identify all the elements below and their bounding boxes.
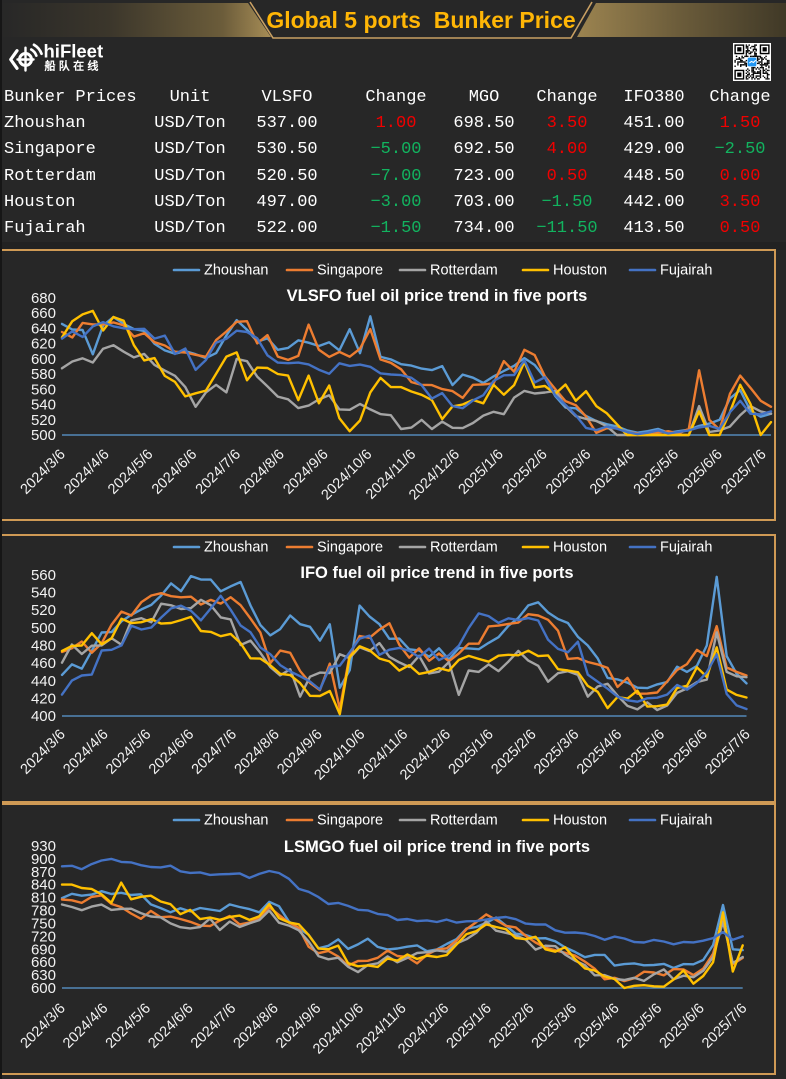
svg-text:500: 500 — [31, 427, 56, 444]
svg-text:2025/7/6: 2025/7/6 — [718, 447, 769, 498]
svg-text:420: 420 — [31, 690, 56, 707]
svg-text:660: 660 — [31, 305, 56, 322]
svg-text:2024/7/6: 2024/7/6 — [193, 447, 244, 498]
svg-text:Houston: Houston — [553, 540, 607, 556]
svg-text:750: 750 — [31, 916, 56, 933]
svg-text:2024/3/6: 2024/3/6 — [18, 447, 69, 498]
svg-text:LSMGO fuel oil price trend in: LSMGO fuel oil price trend in five ports — [284, 838, 590, 856]
svg-text:640: 640 — [31, 320, 56, 337]
svg-text:2025/3/6: 2025/3/6 — [529, 1001, 580, 1052]
svg-text:2024/5/6: 2024/5/6 — [103, 1001, 154, 1052]
svg-text:810: 810 — [31, 890, 56, 907]
svg-text:2025/2/6: 2025/2/6 — [499, 447, 550, 498]
svg-text:400: 400 — [31, 708, 56, 725]
svg-text:2024/8/6: 2024/8/6 — [237, 447, 288, 498]
svg-text:Houston: Houston — [553, 813, 607, 829]
svg-text:2025/4/6: 2025/4/6 — [574, 727, 625, 778]
svg-text:620: 620 — [31, 336, 56, 353]
svg-text:2025/7/6: 2025/7/6 — [702, 727, 753, 778]
svg-text:Zhoushan: Zhoushan — [204, 813, 269, 829]
svg-text:2024/8/6: 2024/8/6 — [232, 727, 283, 778]
svg-text:2024/6/6: 2024/6/6 — [149, 447, 200, 498]
svg-text:780: 780 — [31, 903, 56, 920]
svg-text:2025/5/6: 2025/5/6 — [614, 1001, 665, 1052]
svg-text:2024/6/6: 2024/6/6 — [145, 1001, 196, 1052]
svg-text:IFO fuel oil price trend in fi: IFO fuel oil price trend in five ports — [300, 564, 573, 582]
svg-text:600: 600 — [31, 351, 56, 368]
svg-text:2025/2/6: 2025/2/6 — [488, 727, 539, 778]
svg-text:540: 540 — [31, 585, 56, 602]
svg-text:720: 720 — [31, 928, 56, 945]
svg-text:520: 520 — [31, 602, 56, 619]
svg-text:2024/4/6: 2024/4/6 — [60, 1001, 111, 1052]
svg-text:Fujairah: Fujairah — [660, 813, 712, 829]
svg-text:440: 440 — [31, 673, 56, 690]
svg-text:600: 600 — [31, 980, 56, 997]
svg-text:2025/6/6: 2025/6/6 — [657, 1001, 708, 1052]
svg-text:2024/4/6: 2024/4/6 — [61, 447, 112, 498]
svg-text:Rotterdam: Rotterdam — [430, 263, 498, 279]
svg-text:520: 520 — [31, 412, 56, 429]
svg-text:930: 930 — [31, 838, 56, 855]
svg-text:Fujairah: Fujairah — [660, 263, 712, 279]
svg-text:2025/7/6: 2025/7/6 — [699, 1001, 750, 1052]
svg-text:Singapore: Singapore — [317, 263, 383, 279]
svg-text:680: 680 — [31, 290, 56, 307]
svg-text:Fujairah: Fujairah — [660, 540, 712, 556]
svg-text:2024/8/6: 2024/8/6 — [231, 1001, 282, 1052]
svg-text:580: 580 — [31, 366, 56, 383]
svg-text:Zhoushan: Zhoushan — [204, 540, 269, 556]
svg-text:2025/3/6: 2025/3/6 — [543, 447, 594, 498]
svg-text:2025/6/6: 2025/6/6 — [660, 727, 711, 778]
svg-text:660: 660 — [31, 954, 56, 971]
svg-text:2024/5/6: 2024/5/6 — [105, 447, 156, 498]
svg-text:Global 5 ports Bunker Price: Global 5 ports Bunker Price — [266, 7, 575, 33]
svg-text:540: 540 — [31, 397, 56, 414]
svg-text:560: 560 — [31, 381, 56, 398]
svg-text:2025/1/6: 2025/1/6 — [444, 1001, 495, 1052]
svg-text:460: 460 — [31, 655, 56, 672]
svg-text:2024/6/6: 2024/6/6 — [146, 727, 197, 778]
svg-text:2024/7/6: 2024/7/6 — [189, 727, 240, 778]
svg-text:2025/3/6: 2025/3/6 — [531, 727, 582, 778]
svg-text:Rotterdam: Rotterdam — [430, 540, 498, 556]
svg-text:2025/1/6: 2025/1/6 — [446, 727, 497, 778]
svg-text:870: 870 — [31, 864, 56, 881]
svg-text:hiFleet: hiFleet — [44, 41, 104, 62]
svg-text:480: 480 — [31, 638, 56, 655]
svg-text:2024/5/6: 2024/5/6 — [103, 727, 154, 778]
svg-text:560: 560 — [31, 567, 56, 584]
svg-text:Singapore: Singapore — [317, 540, 383, 556]
svg-text:2025/4/6: 2025/4/6 — [571, 1001, 622, 1052]
svg-text:2025/2/6: 2025/2/6 — [486, 1001, 537, 1052]
svg-text:2024/4/6: 2024/4/6 — [60, 727, 111, 778]
svg-text:Zhoushan: Zhoushan — [204, 263, 269, 279]
svg-text:2024/3/6: 2024/3/6 — [18, 1001, 69, 1052]
svg-text:2025/6/6: 2025/6/6 — [675, 447, 726, 498]
svg-text:2025/5/6: 2025/5/6 — [631, 447, 682, 498]
svg-text:Singapore: Singapore — [317, 813, 383, 829]
svg-text:2025/5/6: 2025/5/6 — [617, 727, 668, 778]
svg-text:500: 500 — [31, 620, 56, 637]
svg-text:Rotterdam: Rotterdam — [430, 813, 498, 829]
svg-text:VLSFO fuel oil price trend in: VLSFO fuel oil price trend in five ports — [287, 287, 588, 305]
svg-text:840: 840 — [31, 877, 56, 894]
svg-text:2024/7/6: 2024/7/6 — [188, 1001, 239, 1052]
svg-text:2024/3/6: 2024/3/6 — [18, 727, 69, 778]
svg-text:630: 630 — [31, 967, 56, 984]
svg-text:Houston: Houston — [553, 263, 607, 279]
svg-text:900: 900 — [31, 851, 56, 868]
svg-text:2025/1/6: 2025/1/6 — [456, 447, 507, 498]
svg-text:船队在线: 船队在线 — [45, 59, 102, 73]
svg-text:690: 690 — [31, 941, 56, 958]
svg-text:2025/4/6: 2025/4/6 — [587, 447, 638, 498]
